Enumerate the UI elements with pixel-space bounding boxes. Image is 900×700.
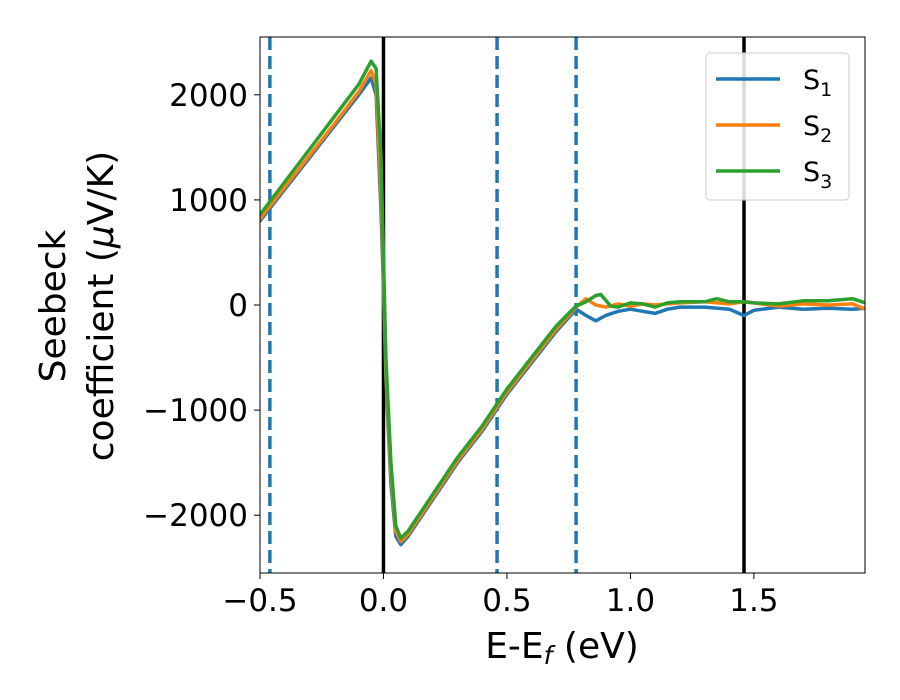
y-tick-label: 2000 bbox=[169, 78, 248, 114]
series-lines bbox=[260, 59, 865, 547]
y-axis-label: Seebeck coefficient (μV/K) bbox=[33, 151, 122, 461]
x-tick-label: 1.0 bbox=[606, 583, 655, 619]
legend: S1 S2 S3 bbox=[705, 52, 850, 201]
y-tick-label: −1000 bbox=[143, 393, 248, 429]
x-tick-label: 1.5 bbox=[729, 583, 778, 619]
axis-ticks: −0.5 0.0 0.5 1.0 1.5 −2000 −1000 0 1000 2000 bbox=[143, 78, 778, 619]
x-tick-label: 0.5 bbox=[482, 583, 531, 619]
legend-label-s1: S1 bbox=[803, 65, 832, 101]
x-tick-label: 0.0 bbox=[359, 583, 408, 619]
x-tick-label: −0.5 bbox=[222, 583, 297, 619]
y-tick-label: −2000 bbox=[143, 498, 248, 534]
legend-label-s2: S2 bbox=[803, 111, 832, 147]
x-axis-label: E-Ef (eV) bbox=[485, 626, 639, 670]
series-line-s3 bbox=[260, 59, 865, 541]
svg-text:coefficient (μV/K): coefficient (μV/K) bbox=[81, 151, 122, 461]
y-tick-label: 0 bbox=[228, 288, 248, 324]
y-tick-label: 1000 bbox=[169, 183, 248, 219]
svg-text:Seebeck: Seebeck bbox=[33, 229, 74, 382]
legend-label-s3: S3 bbox=[803, 157, 832, 193]
